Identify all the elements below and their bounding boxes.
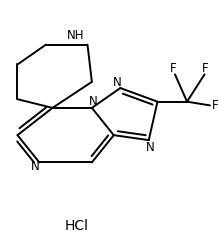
Text: N: N (89, 95, 97, 108)
Text: N: N (31, 160, 39, 173)
Text: N: N (113, 76, 121, 89)
Text: HCl: HCl (65, 219, 88, 233)
Text: NH: NH (67, 30, 84, 42)
Text: F: F (202, 62, 209, 75)
Text: N: N (145, 141, 154, 154)
Text: F: F (212, 99, 218, 112)
Text: F: F (170, 62, 176, 75)
